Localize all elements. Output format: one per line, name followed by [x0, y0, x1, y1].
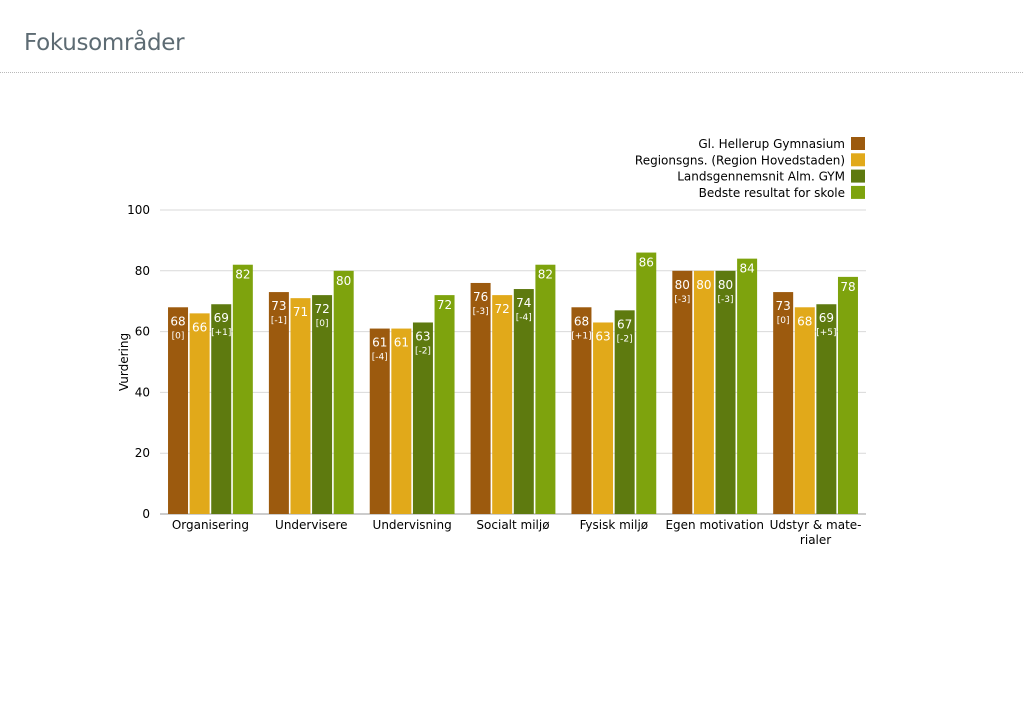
bar: [737, 258, 758, 514]
bar-change-label: [-4]: [516, 313, 532, 323]
y-tick-label: 60: [135, 325, 150, 339]
bar-value-label: 61: [394, 336, 409, 350]
x-category-label: Undervisere: [275, 518, 347, 532]
bar: [312, 295, 333, 514]
bar-value-label: 84: [739, 262, 754, 276]
bar: [369, 328, 390, 514]
page-title: Fokusområder: [24, 30, 185, 56]
y-tick-label: 100: [127, 203, 150, 217]
bar-value-label: 73: [271, 299, 286, 313]
bar-value-label: 66: [192, 320, 207, 334]
x-category-label: Udstyr & mate-: [770, 518, 862, 532]
bar-change-label: [+5]: [816, 328, 836, 338]
y-tick-label: 0: [142, 507, 150, 521]
bar-value-label: 72: [437, 298, 452, 312]
bar-value-label: 63: [415, 329, 430, 343]
bar-change-label: [+1]: [571, 331, 591, 341]
legend-swatch: [851, 185, 865, 199]
bar-change-label: [0]: [172, 331, 185, 341]
bar: [715, 270, 736, 514]
bar: [211, 304, 232, 514]
bar: [672, 270, 693, 514]
legend-label: Landsgennemsnit Alm. GYM: [677, 170, 845, 184]
x-category-label: Egen motivation: [665, 518, 764, 532]
bar-value-label: 80: [675, 278, 690, 292]
bar: [333, 270, 354, 514]
bar-change-label: [-3]: [674, 295, 690, 305]
bar-value-label: 80: [336, 274, 351, 288]
x-category-label: Organisering: [172, 518, 249, 532]
bar: [168, 307, 189, 514]
title-divider: [0, 72, 1023, 73]
bar-value-label: 69: [214, 311, 229, 325]
bar-value-label: 72: [314, 302, 329, 316]
bar-change-label: [0]: [777, 316, 790, 326]
bar: [434, 295, 455, 514]
x-category-label: Socialt miljø: [476, 518, 549, 532]
bar-value-label: 61: [372, 336, 387, 350]
bar-value-label: 71: [293, 305, 308, 319]
bar-value-label: 80: [718, 278, 733, 292]
legend-swatch: [851, 137, 865, 150]
y-tick-label: 20: [135, 446, 150, 460]
bar-change-label: [-2]: [617, 334, 633, 344]
bar: [232, 264, 253, 514]
bar: [614, 310, 635, 514]
bar: [593, 322, 614, 514]
bar: [492, 295, 513, 514]
y-axis-label: Vurdering: [117, 333, 131, 391]
legend-label: Gl. Hellerup Gymnasium: [698, 137, 845, 151]
bar-change-label: [-3]: [473, 307, 489, 317]
bar: [268, 292, 289, 514]
bar: [571, 307, 592, 514]
bar-value-label: 74: [516, 296, 531, 310]
x-category-label: rialer: [800, 533, 831, 547]
bar-value-label: 68: [797, 314, 812, 328]
bar-value-label: 80: [696, 278, 711, 292]
x-category-label: Undervisning: [373, 518, 452, 532]
bar-value-label: 63: [595, 329, 610, 343]
bar: [290, 298, 311, 514]
bar-value-label: 73: [776, 299, 791, 313]
bar-change-label: [-4]: [372, 353, 388, 363]
legend-swatch: [851, 153, 865, 167]
bar-value-label: 68: [574, 314, 589, 328]
bar: [391, 328, 412, 514]
bar: [816, 304, 837, 514]
bar-value-label: 67: [617, 317, 632, 331]
bar: [535, 264, 556, 514]
bar-change-label: [0]: [316, 319, 329, 329]
bar-value-label: 78: [840, 280, 855, 294]
bar: [773, 292, 794, 514]
bar-value-label: 82: [235, 268, 250, 282]
bar-value-label: 69: [819, 311, 834, 325]
bar-value-label: 86: [639, 256, 654, 270]
y-tick-label: 40: [135, 385, 150, 399]
legend-label: Regionsgns. (Region Hovedstaden): [635, 153, 845, 167]
bar: [837, 276, 858, 514]
bar-change-label: [-2]: [415, 346, 431, 356]
bar-change-label: [+1]: [211, 328, 231, 338]
bar: [412, 322, 433, 514]
legend-label: Bedste resultat for skole: [699, 186, 845, 200]
bar-change-label: [-1]: [271, 316, 287, 326]
bar-value-label: 82: [538, 268, 553, 282]
x-category-label: Fysisk miljø: [580, 518, 649, 532]
bar-value-label: 76: [473, 290, 488, 304]
legend-swatch: [851, 169, 865, 183]
bar: [636, 252, 657, 514]
bar: [794, 307, 815, 514]
bar-value-label: 72: [495, 302, 510, 316]
bar: [189, 313, 210, 514]
bar: [513, 289, 534, 514]
bar-value-label: 68: [170, 314, 185, 328]
y-tick-label: 80: [135, 264, 150, 278]
bar-change-label: [-3]: [718, 295, 734, 305]
bar: [470, 282, 491, 514]
bar: [693, 270, 714, 514]
